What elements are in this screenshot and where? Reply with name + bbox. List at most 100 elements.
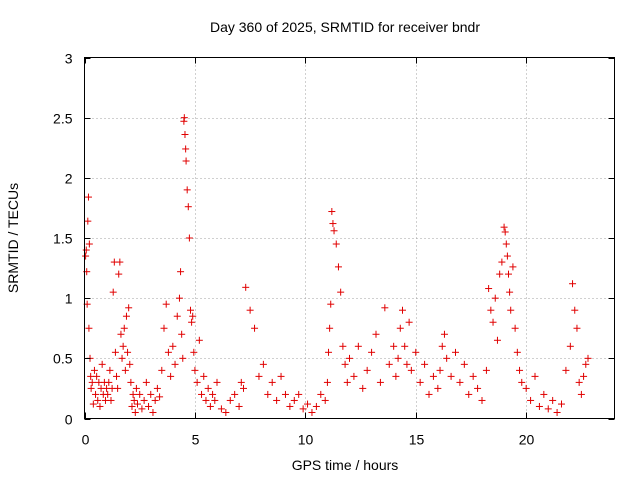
data-point xyxy=(82,252,90,260)
y-tick-label: 3 xyxy=(65,51,73,67)
data-point xyxy=(482,366,490,374)
x-axis-label: GPS time / hours xyxy=(292,457,399,473)
grid-lines xyxy=(84,57,615,419)
data-point xyxy=(341,360,349,368)
data-point xyxy=(268,378,276,386)
data-point xyxy=(169,342,177,350)
data-point xyxy=(87,384,95,392)
data-point xyxy=(111,348,119,356)
data-point xyxy=(421,360,429,368)
data-point xyxy=(540,390,548,398)
data-point xyxy=(281,390,289,398)
data-point xyxy=(507,306,515,314)
data-point xyxy=(149,408,157,416)
data-point xyxy=(505,270,512,278)
data-point xyxy=(211,396,219,404)
data-point xyxy=(217,405,225,413)
data-point xyxy=(474,384,482,392)
data-point xyxy=(177,268,185,276)
data-point xyxy=(183,186,191,194)
data-point xyxy=(312,402,320,410)
data-point xyxy=(175,294,183,302)
data-point xyxy=(190,348,198,356)
data-point xyxy=(188,318,196,326)
data-point xyxy=(84,193,92,201)
data-point xyxy=(98,360,106,368)
data-point xyxy=(125,304,133,312)
data-point xyxy=(206,402,214,410)
y-axis-label: SRMTID / TECUs xyxy=(5,183,21,293)
data-point xyxy=(394,354,402,362)
data-point xyxy=(237,378,245,386)
data-point xyxy=(117,330,125,338)
y-tick-labels: 0 0.5 1 1.5 2 2.5 3 xyxy=(53,51,73,428)
data-point xyxy=(535,402,543,410)
data-point xyxy=(392,372,400,380)
data-point xyxy=(142,378,150,386)
data-point xyxy=(385,360,393,368)
data-point xyxy=(522,384,530,392)
data-point xyxy=(88,378,96,386)
data-point xyxy=(158,366,166,374)
data-point xyxy=(447,372,455,380)
data-point xyxy=(304,400,312,408)
data-point xyxy=(491,294,499,302)
data-point xyxy=(189,312,197,320)
data-point xyxy=(119,342,127,350)
data-point xyxy=(178,330,186,338)
y-tick-label: 0.5 xyxy=(53,351,73,367)
data-point xyxy=(264,390,272,398)
data-point xyxy=(359,384,367,392)
data-point xyxy=(485,285,493,293)
data-point xyxy=(226,396,234,404)
data-point xyxy=(246,306,254,314)
data-point xyxy=(295,390,303,398)
data-point xyxy=(372,330,380,338)
data-point xyxy=(403,360,411,368)
data-point xyxy=(147,390,155,398)
data-point xyxy=(222,408,230,416)
data-point xyxy=(354,342,362,350)
data-point xyxy=(200,372,208,380)
data-point xyxy=(204,384,212,392)
data-point xyxy=(277,372,285,380)
data-point xyxy=(416,378,424,386)
data-point xyxy=(171,360,179,368)
data-point xyxy=(323,378,331,386)
data-point xyxy=(513,348,521,356)
data-point xyxy=(317,390,325,398)
data-point xyxy=(425,390,433,398)
y-tick-label: 0 xyxy=(65,412,73,428)
data-point xyxy=(328,208,336,216)
data-point xyxy=(544,405,552,413)
data-point xyxy=(156,393,164,401)
data-point xyxy=(94,396,102,404)
data-point xyxy=(193,378,201,386)
data-point xyxy=(182,145,190,153)
data-point xyxy=(325,348,333,356)
data-point xyxy=(286,402,294,410)
data-point xyxy=(129,390,137,398)
data-point xyxy=(368,348,376,356)
data-point xyxy=(242,283,250,291)
data-point xyxy=(531,372,539,380)
data-point xyxy=(412,348,420,356)
data-point xyxy=(87,372,95,380)
chart-title: Day 360 of 2025, SRMTID for receiver bnd… xyxy=(210,19,480,35)
data-point xyxy=(145,402,153,410)
data-point xyxy=(96,402,104,410)
data-point xyxy=(299,405,307,413)
data-point xyxy=(213,378,221,386)
data-point xyxy=(500,223,508,231)
data-point xyxy=(511,324,519,332)
data-point xyxy=(122,312,130,320)
data-point xyxy=(82,246,90,254)
data-point xyxy=(343,378,351,386)
data-point xyxy=(558,400,565,408)
data-point xyxy=(516,366,524,374)
data-point xyxy=(339,342,347,350)
x-tick-label: 0 xyxy=(82,432,90,448)
data-point xyxy=(167,372,175,380)
data-point xyxy=(321,396,329,404)
data-point xyxy=(184,203,192,211)
